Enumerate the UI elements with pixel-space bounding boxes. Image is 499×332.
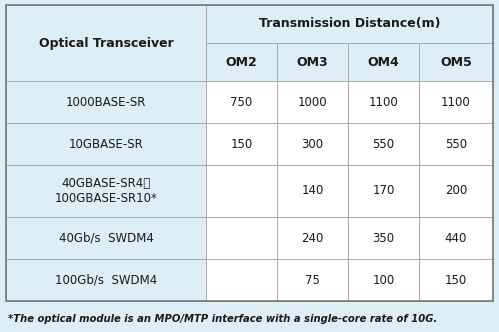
Text: 550: 550	[372, 137, 395, 150]
Text: OM4: OM4	[368, 55, 399, 68]
Bar	[206, 43, 277, 81]
Bar	[419, 259, 493, 301]
Text: OM3: OM3	[297, 55, 328, 68]
Bar	[277, 217, 348, 259]
Text: Transmission Distance(m): Transmission Distance(m)	[259, 18, 440, 31]
Text: Optical Transceiver: Optical Transceiver	[38, 37, 173, 49]
Bar	[6, 123, 206, 165]
Bar	[6, 5, 206, 81]
Bar	[206, 123, 277, 165]
Text: 240: 240	[301, 231, 324, 244]
Text: 150: 150	[445, 274, 467, 287]
Text: 140: 140	[301, 185, 324, 198]
Bar	[348, 217, 419, 259]
Text: 100Gb/s  SWDM4: 100Gb/s SWDM4	[55, 274, 157, 287]
Bar	[206, 165, 277, 217]
Text: 100: 100	[372, 274, 395, 287]
Text: *The optical module is an MPO/MTP interface with a single-core rate of 10G.: *The optical module is an MPO/MTP interf…	[8, 314, 437, 324]
Bar	[348, 123, 419, 165]
Bar	[348, 43, 419, 81]
Text: 1000BASE-SR: 1000BASE-SR	[66, 96, 146, 109]
Text: 200: 200	[445, 185, 467, 198]
Bar	[419, 43, 493, 81]
Bar	[206, 5, 493, 43]
Bar	[6, 259, 206, 301]
Bar	[277, 123, 348, 165]
Bar	[348, 81, 419, 123]
Text: 350: 350	[372, 231, 395, 244]
Text: 40GBASE-SR4、
100GBASE-SR10*: 40GBASE-SR4、 100GBASE-SR10*	[54, 177, 158, 205]
Bar	[6, 5, 493, 301]
Text: 1000: 1000	[298, 96, 327, 109]
Bar	[206, 217, 277, 259]
Bar	[6, 165, 206, 217]
Bar	[206, 81, 277, 123]
Bar	[277, 165, 348, 217]
Text: 300: 300	[301, 137, 323, 150]
Bar	[348, 259, 419, 301]
Text: 170: 170	[372, 185, 395, 198]
Text: OM5: OM5	[440, 55, 472, 68]
Bar	[277, 81, 348, 123]
Text: 1100: 1100	[369, 96, 398, 109]
Text: OM2: OM2	[226, 55, 257, 68]
Text: 75: 75	[305, 274, 320, 287]
Text: 750: 750	[231, 96, 252, 109]
Bar	[419, 165, 493, 217]
Text: 10GBASE-SR: 10GBASE-SR	[69, 137, 143, 150]
Text: 1100: 1100	[441, 96, 471, 109]
Text: 440: 440	[445, 231, 467, 244]
Bar	[277, 43, 348, 81]
Bar	[206, 259, 277, 301]
Text: 150: 150	[231, 137, 252, 150]
Text: 550: 550	[445, 137, 467, 150]
Bar	[277, 259, 348, 301]
Bar	[419, 123, 493, 165]
Bar	[348, 165, 419, 217]
Bar	[419, 81, 493, 123]
Bar	[419, 217, 493, 259]
Bar	[6, 81, 206, 123]
Bar	[6, 217, 206, 259]
Text: 40Gb/s  SWDM4: 40Gb/s SWDM4	[58, 231, 153, 244]
